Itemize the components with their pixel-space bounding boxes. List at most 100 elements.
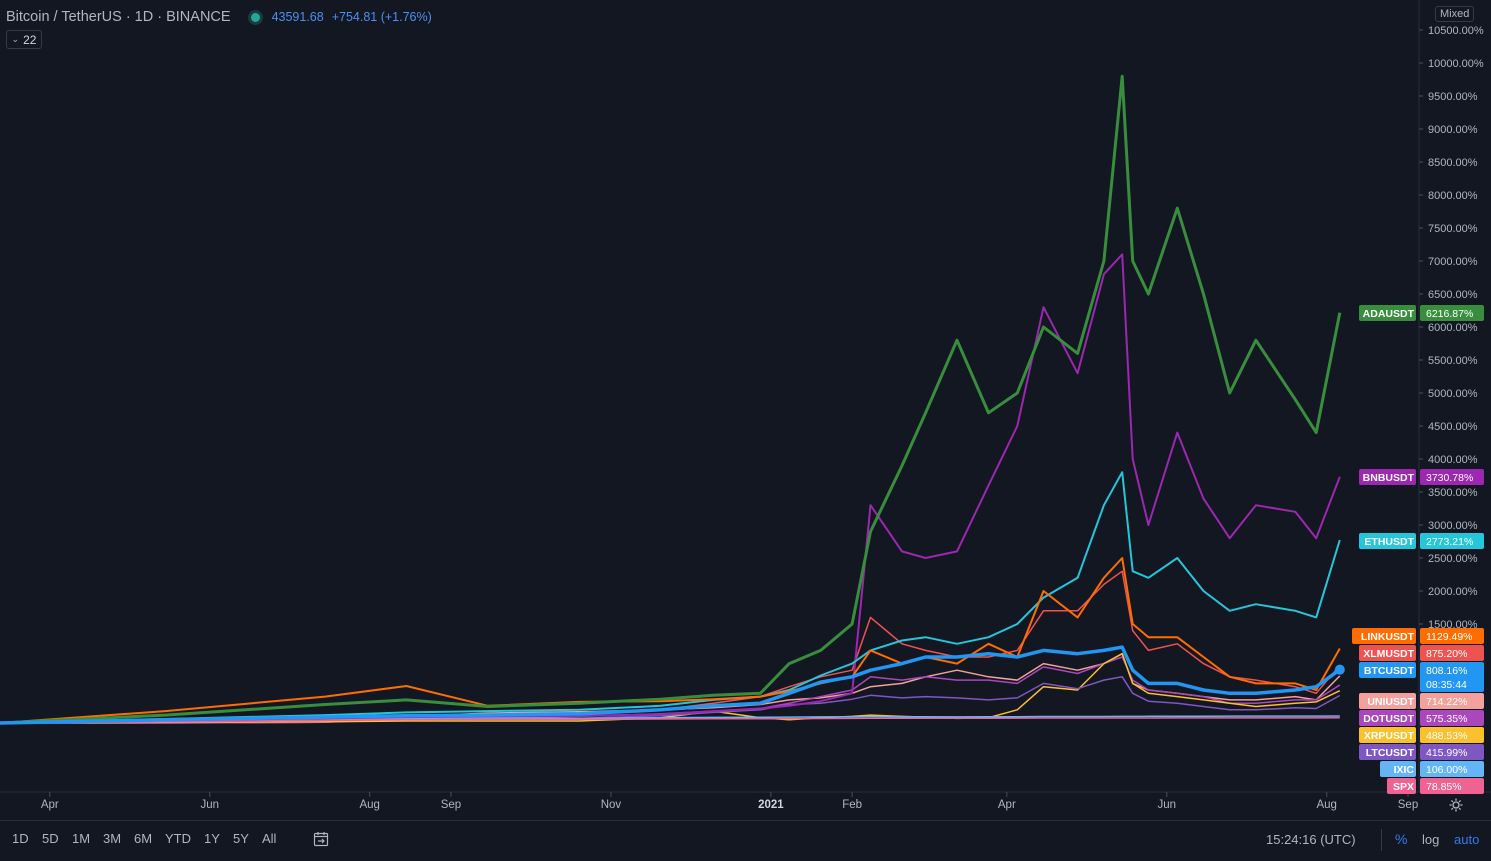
series-name: LTCUSDT	[1366, 747, 1415, 759]
y-tick-label: 8500.00%	[1428, 157, 1478, 169]
chevron-down-icon: ⌄	[11, 34, 20, 44]
series-value-tag	[1420, 778, 1484, 794]
series-value-tag	[1420, 693, 1484, 709]
series-value: 714.22%	[1426, 696, 1467, 708]
y-tick-label: 7500.00%	[1428, 223, 1478, 235]
series-label-ltcusdt: LTCUSDT 415.99%	[1359, 744, 1484, 760]
series-name-tag	[1359, 662, 1416, 678]
series-label-xrpusdt: XRPUSDT 488.53%	[1359, 727, 1484, 743]
series-name-tag	[1359, 693, 1416, 709]
divider	[1381, 829, 1382, 851]
chart-area[interactable]: 1500.00%2000.00%2500.00%3000.00%3500.00%…	[0, 0, 1491, 820]
series-name-tag	[1359, 533, 1416, 549]
series-name-tag	[1359, 645, 1416, 661]
symbol-title[interactable]: Bitcoin / TetherUS · 1D · BINANCE	[6, 9, 231, 25]
series-labels: ADAUSDT 6216.87% BNBUSDT 3730.78% ETHUSDT 277…	[1352, 305, 1484, 794]
series-line-bnbusdt[interactable]	[0, 253, 1341, 724]
price-change: +754.81 (+1.76%)	[331, 10, 432, 24]
y-tick-label: 6000.00%	[1428, 322, 1478, 334]
series-name-tag	[1359, 727, 1416, 743]
y-tick-label: 4000.00%	[1428, 454, 1478, 466]
x-tick-label: Sep	[1398, 799, 1418, 811]
series-value-tag	[1420, 744, 1484, 760]
series-value: 488.53%	[1426, 730, 1467, 742]
series-name: BNBUSDT	[1363, 472, 1415, 484]
auto-scale-toggle[interactable]: auto	[1454, 832, 1480, 847]
y-tick-label: 6500.00%	[1428, 289, 1478, 301]
range-button-6m[interactable]: 6M	[134, 831, 153, 846]
series-value-tag	[1420, 305, 1484, 321]
calendar-goto-icon[interactable]	[313, 831, 329, 847]
range-button-3m[interactable]: 3M	[103, 831, 122, 846]
range-button-1d[interactable]: 1D	[12, 831, 29, 846]
range-button-ytd[interactable]: YTD	[165, 831, 191, 846]
last-price-dot	[1334, 664, 1345, 675]
percent-scale-toggle[interactable]: %	[1395, 831, 1408, 847]
series-value: 6216.87%	[1426, 308, 1473, 320]
y-tick-label: 4500.00%	[1428, 421, 1478, 433]
gear-icon[interactable]	[1448, 797, 1464, 813]
series-line-ixic[interactable]	[0, 715, 1340, 724]
series-value-tag	[1420, 533, 1484, 549]
series-value: 575.35%	[1426, 713, 1467, 725]
bottom-toolbar: 1D 5D 1M 3M 6M YTD 1Y 5Y All 15:24:16 (UTC) % lo…	[0, 820, 1491, 861]
time-axis: Apr Jun Aug Sep Nov 2021 Feb Apr Jun Aug Sep	[0, 791, 1491, 811]
series-name: DOTUSDT	[1363, 713, 1414, 725]
series-line-btcusdt[interactable]	[0, 645, 1341, 725]
series-name-tag	[1387, 778, 1416, 794]
series-name-tag	[1359, 305, 1416, 321]
series-value: 78.85%	[1426, 781, 1462, 793]
series-line-spx[interactable]	[0, 717, 1340, 724]
series-name-tag	[1359, 710, 1416, 726]
series-label-dotusdt: DOTUSDT 575.35%	[1359, 710, 1484, 726]
series-name-tag	[1352, 628, 1416, 644]
x-tick-label: Nov	[601, 799, 622, 811]
x-tick-label: Sep	[441, 799, 461, 811]
log-scale-toggle[interactable]: log	[1422, 832, 1440, 847]
series-value: 808.16%	[1426, 665, 1467, 677]
series-name: ETHUSDT	[1364, 536, 1414, 548]
series-name: LINKUSDT	[1361, 631, 1415, 643]
series-label-spx: SPX 78.85%	[1387, 778, 1484, 794]
series-line-ethusdt[interactable]	[0, 471, 1341, 724]
series-value: 415.99%	[1426, 747, 1467, 759]
series-layer	[0, 74, 1345, 725]
symbol-header: Bitcoin / TetherUS · 1D · BINANCE 43591.…	[6, 8, 432, 26]
y-tick-label: 5500.00%	[1428, 355, 1478, 367]
range-button-5d[interactable]: 5D	[42, 831, 59, 846]
series-label-linkusdt: LINKUSDT 1129.49%	[1352, 628, 1484, 644]
series-name: UNIUSDT	[1367, 696, 1414, 708]
series-value-tag	[1420, 727, 1484, 743]
x-tick-label: Aug	[359, 799, 379, 811]
series-name: SPX	[1393, 781, 1414, 793]
range-button-all[interactable]: All	[262, 831, 277, 846]
series-name: XLMUSDT	[1363, 648, 1414, 660]
series-value-tag	[1420, 645, 1484, 661]
market-status-icon	[250, 12, 260, 22]
series-name-tag	[1359, 469, 1416, 485]
y-tick-label: 3500.00%	[1428, 487, 1478, 499]
series-value: 3730.78%	[1426, 472, 1473, 484]
range-button-1m[interactable]: 1M	[72, 831, 91, 846]
indicators-toggle-button[interactable]: ⌄ 22	[6, 30, 42, 49]
bar-countdown: 08:35:44	[1426, 679, 1467, 691]
y-tick-label: 10500.00%	[1428, 25, 1484, 37]
series-name: BTCUSDT	[1364, 665, 1415, 677]
y-tick-label: 2000.00%	[1428, 586, 1478, 598]
y-tick-label: 3000.00%	[1428, 520, 1478, 532]
y-tick-label: 5000.00%	[1428, 388, 1478, 400]
y-tick-label: 2500.00%	[1428, 553, 1478, 565]
y-tick-label: 10000.00%	[1428, 58, 1484, 70]
series-value: 2773.21%	[1426, 536, 1473, 548]
scale-mode-badge[interactable]: Mixed	[1435, 6, 1475, 22]
utc-clock[interactable]: 15:24:16 (UTC)	[1266, 832, 1356, 847]
x-tick-label: 2021	[758, 799, 784, 811]
range-button-1y[interactable]: 1Y	[204, 831, 220, 846]
series-value-tag	[1420, 628, 1484, 644]
range-button-5y[interactable]: 5Y	[233, 831, 249, 846]
series-label-bnbusdt: BNBUSDT 3730.78%	[1359, 469, 1484, 485]
series-name: XRPUSDT	[1364, 730, 1415, 742]
series-value-tag	[1420, 761, 1484, 777]
series-line-adausdt[interactable]	[0, 74, 1342, 725]
series-value: 1129.49%	[1426, 631, 1473, 643]
